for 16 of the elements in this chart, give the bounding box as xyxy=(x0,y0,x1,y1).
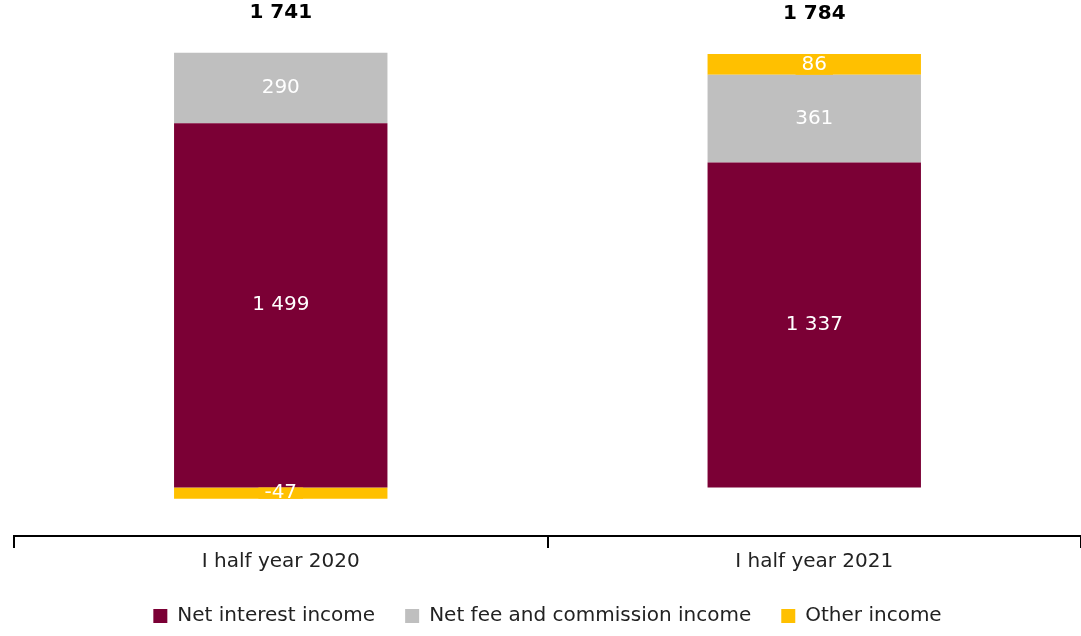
legend-label: Net interest income xyxy=(177,602,376,627)
x-tick-label: I half year 2021 xyxy=(735,548,894,573)
x-tick-label: I half year 2020 xyxy=(201,548,360,573)
legend-label: Other income xyxy=(805,602,942,627)
data-label: 86 xyxy=(801,50,827,75)
bar xyxy=(707,162,921,488)
bar xyxy=(707,74,921,163)
legend-label: Net fee and commission income xyxy=(429,602,752,627)
total-label: 1 784 xyxy=(782,0,846,25)
data-label: 290 xyxy=(261,74,300,99)
data-label: 361 xyxy=(795,104,834,129)
total-label: 1 741 xyxy=(249,0,313,23)
data-label: -47 xyxy=(264,479,298,504)
data-label: 1 499 xyxy=(252,291,310,316)
bar xyxy=(174,52,388,124)
data-label: 1 337 xyxy=(785,311,843,336)
